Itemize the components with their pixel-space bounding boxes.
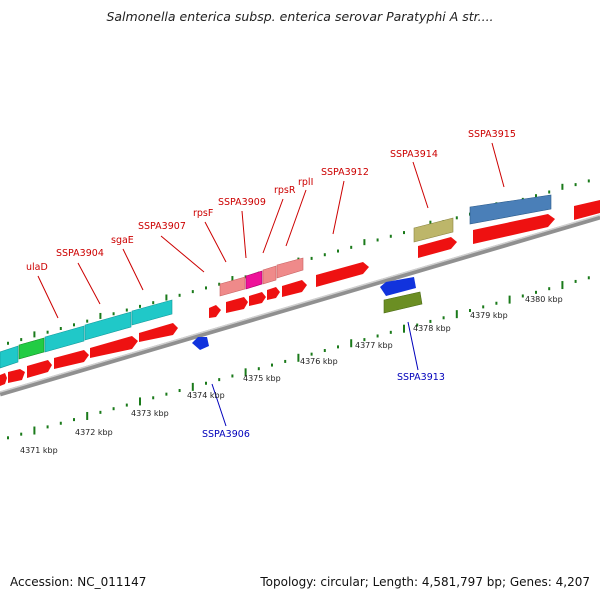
cds-arrow[interactable] bbox=[8, 369, 25, 383]
gene-block[interactable] bbox=[131, 299, 173, 326]
forward-gene-labels: ulaD SSPA3904 sgaE SSPA3907 rpsF SSPA3909 rpsR… bbox=[26, 129, 516, 319]
label-pointer bbox=[37, 275, 59, 319]
label-pointer bbox=[262, 198, 284, 254]
ruler-labels: 4371 kbp 4372 kbp 4373 kbp 4374 kbp 4375 kbp… bbox=[20, 295, 563, 455]
ruler-label: 4380 kbp bbox=[525, 295, 563, 304]
gene-label[interactable]: rpsF bbox=[193, 208, 213, 219]
genome-backbone-highlight bbox=[0, 214, 600, 393]
genome-summary-text: Topology: circular; Length: 4,581,797 bp… bbox=[260, 575, 590, 589]
gene-label[interactable]: SSPA3912 bbox=[321, 167, 369, 178]
cds-arrow[interactable] bbox=[473, 214, 555, 244]
ruler-label: 4374 kbp bbox=[187, 391, 225, 400]
gene-label[interactable]: ulaD bbox=[26, 262, 48, 273]
cds-arrow[interactable] bbox=[226, 297, 248, 313]
label-pointer bbox=[122, 248, 144, 291]
cds-arrow[interactable] bbox=[27, 360, 52, 378]
ruler-label: 4373 kbp bbox=[131, 409, 169, 418]
gene-block[interactable] bbox=[245, 270, 263, 290]
ruler-label: 4379 kbp bbox=[470, 311, 508, 320]
forward-cds-track bbox=[0, 200, 600, 386]
reverse-gene-labels: SSPA3906 SSPA3913 bbox=[202, 321, 445, 440]
gene-label[interactable]: rplI bbox=[298, 177, 313, 188]
gene-block[interactable] bbox=[219, 276, 246, 297]
cds-arrow[interactable] bbox=[139, 323, 178, 342]
cds-arrow[interactable] bbox=[209, 305, 221, 318]
gene-label[interactable]: rpsR bbox=[274, 185, 296, 196]
feature-track-upper bbox=[0, 194, 552, 369]
gene-label[interactable]: sgaE bbox=[111, 235, 134, 246]
cds-arrow[interactable] bbox=[54, 350, 89, 369]
label-pointer bbox=[241, 210, 247, 259]
gene-block[interactable] bbox=[276, 257, 304, 279]
cds-arrow[interactable] bbox=[249, 292, 266, 306]
ruler-label: 4376 kbp bbox=[300, 357, 338, 366]
gene-block[interactable] bbox=[18, 337, 45, 360]
cds-arrow[interactable] bbox=[267, 287, 280, 300]
cds-arrow[interactable] bbox=[90, 336, 138, 358]
gene-block[interactable] bbox=[44, 325, 85, 353]
label-pointer bbox=[407, 321, 419, 371]
cds-arrow[interactable] bbox=[316, 262, 369, 287]
gene-block[interactable] bbox=[469, 194, 552, 225]
gene-label[interactable]: SSPA3904 bbox=[56, 248, 104, 259]
gene-block-reverse[interactable] bbox=[383, 291, 423, 314]
label-pointer bbox=[412, 161, 429, 209]
cds-arrow[interactable] bbox=[0, 373, 7, 386]
label-pointer bbox=[77, 262, 101, 305]
gene-block[interactable] bbox=[262, 265, 277, 285]
cds-arrow[interactable] bbox=[418, 237, 457, 258]
gene-label[interactable]: SSPA3906 bbox=[202, 429, 250, 440]
genome-backbone bbox=[0, 214, 600, 397]
gene-label[interactable]: SSPA3909 bbox=[218, 197, 266, 208]
reverse-cds-track bbox=[192, 277, 423, 350]
ruler-label: 4372 kbp bbox=[75, 428, 113, 437]
ruler-tick-track bbox=[7, 276, 590, 440]
ruler-label: 4375 kbp bbox=[243, 374, 281, 383]
ruler-label: 4378 kbp bbox=[413, 324, 451, 333]
label-pointer bbox=[204, 221, 227, 263]
genome-title: Salmonella enterica subsp. enterica sero… bbox=[106, 9, 494, 24]
accession-text: Accession: NC_011147 bbox=[10, 575, 147, 589]
label-pointer bbox=[211, 383, 227, 427]
ruler-label: 4371 kbp bbox=[20, 446, 58, 455]
gene-block[interactable] bbox=[0, 345, 19, 369]
gene-block[interactable] bbox=[413, 217, 454, 243]
gene-label[interactable]: SSPA3907 bbox=[138, 221, 186, 232]
cds-arrow[interactable] bbox=[574, 200, 600, 220]
cds-arrow[interactable] bbox=[282, 280, 307, 297]
label-pointer bbox=[160, 235, 205, 273]
gene-label[interactable]: SSPA3915 bbox=[468, 129, 516, 140]
gene-block[interactable] bbox=[84, 311, 132, 341]
label-pointer bbox=[332, 180, 345, 235]
ruler-label: 4377 kbp bbox=[355, 341, 393, 350]
gene-label[interactable]: SSPA3914 bbox=[390, 149, 438, 160]
label-pointer bbox=[285, 189, 307, 247]
cds-arrow-reverse[interactable] bbox=[192, 337, 209, 350]
label-pointer bbox=[491, 142, 505, 188]
cds-arrow-reverse[interactable] bbox=[380, 277, 416, 296]
gene-label[interactable]: SSPA3913 bbox=[397, 372, 445, 383]
